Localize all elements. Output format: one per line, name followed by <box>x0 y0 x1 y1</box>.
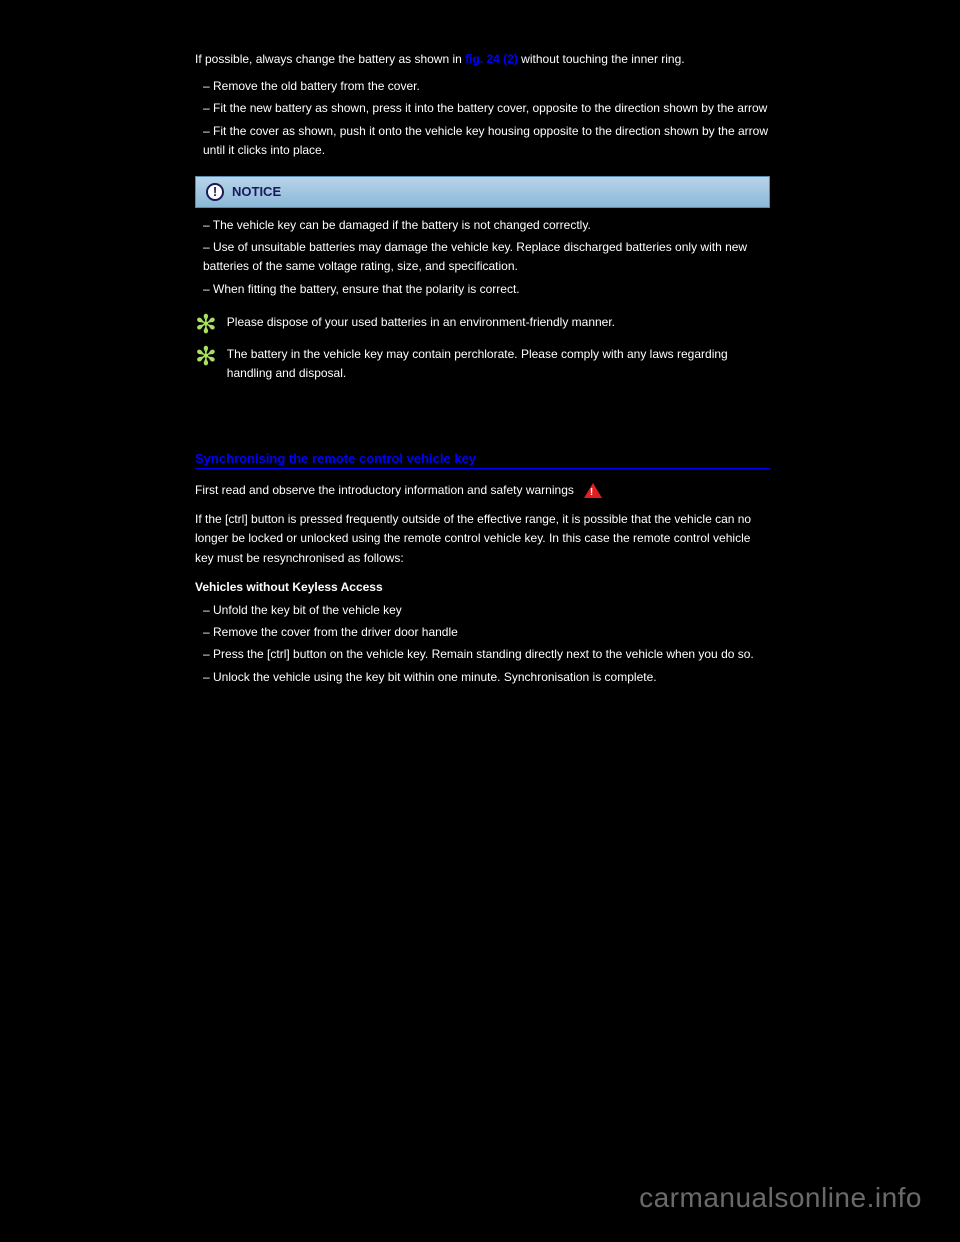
warning-line: First read and observe the introductory … <box>195 481 770 500</box>
warning-triangle-icon <box>584 483 602 498</box>
notice-box: ! NOTICE The vehicle key can be damaged … <box>195 176 770 299</box>
notice-icon: ! <box>206 183 224 201</box>
step-item: Unfold the key bit of the vehicle key <box>195 601 770 620</box>
notice-header: ! NOTICE <box>195 176 770 208</box>
bullet-item: Fit the new battery as shown, press it i… <box>195 99 770 118</box>
flower-icon: ✻ <box>195 311 217 337</box>
fig-link[interactable]: fig. 24 (2) <box>465 52 518 66</box>
sub-heading: Vehicles without Keyless Access <box>195 578 770 597</box>
watermark: carmanualsonline.info <box>639 1182 922 1214</box>
eco-note: ✻ Please dispose of your used batteries … <box>195 313 770 337</box>
notice-title: NOTICE <box>232 184 281 199</box>
step-item: Unlock the vehicle using the key bit wit… <box>195 668 770 687</box>
step-item: Press the [ctrl] button on the vehicle k… <box>195 645 770 664</box>
notice-bullet: The vehicle key can be damaged if the ba… <box>195 216 770 235</box>
body-paragraph: If the [ctrl] button is pressed frequent… <box>195 510 770 568</box>
eco-note: ✻ The battery in the vehicle key may con… <box>195 345 770 383</box>
step-item: Remove the cover from the driver door ha… <box>195 623 770 642</box>
warning-text: First read and observe the introductory … <box>195 481 574 500</box>
eco-text: Please dispose of your used batteries in… <box>227 313 770 332</box>
intro-paragraph: If possible, always change the battery a… <box>195 50 770 69</box>
bullet-item: Fit the cover as shown, push it onto the… <box>195 122 770 160</box>
eco-text: The battery in the vehicle key may conta… <box>227 345 770 383</box>
section-heading: Synchronising the remote control vehicle… <box>195 451 770 469</box>
intro-pre: If possible, always change the battery a… <box>195 52 465 66</box>
notice-body: The vehicle key can be damaged if the ba… <box>195 208 770 299</box>
intro-post: without touching the inner ring. <box>518 52 685 66</box>
flower-icon: ✻ <box>195 343 217 369</box>
bullet-item: Remove the old battery from the cover. <box>195 77 770 96</box>
notice-bullet: When fitting the battery, ensure that th… <box>195 280 770 299</box>
notice-bullet: Use of unsuitable batteries may damage t… <box>195 238 770 276</box>
